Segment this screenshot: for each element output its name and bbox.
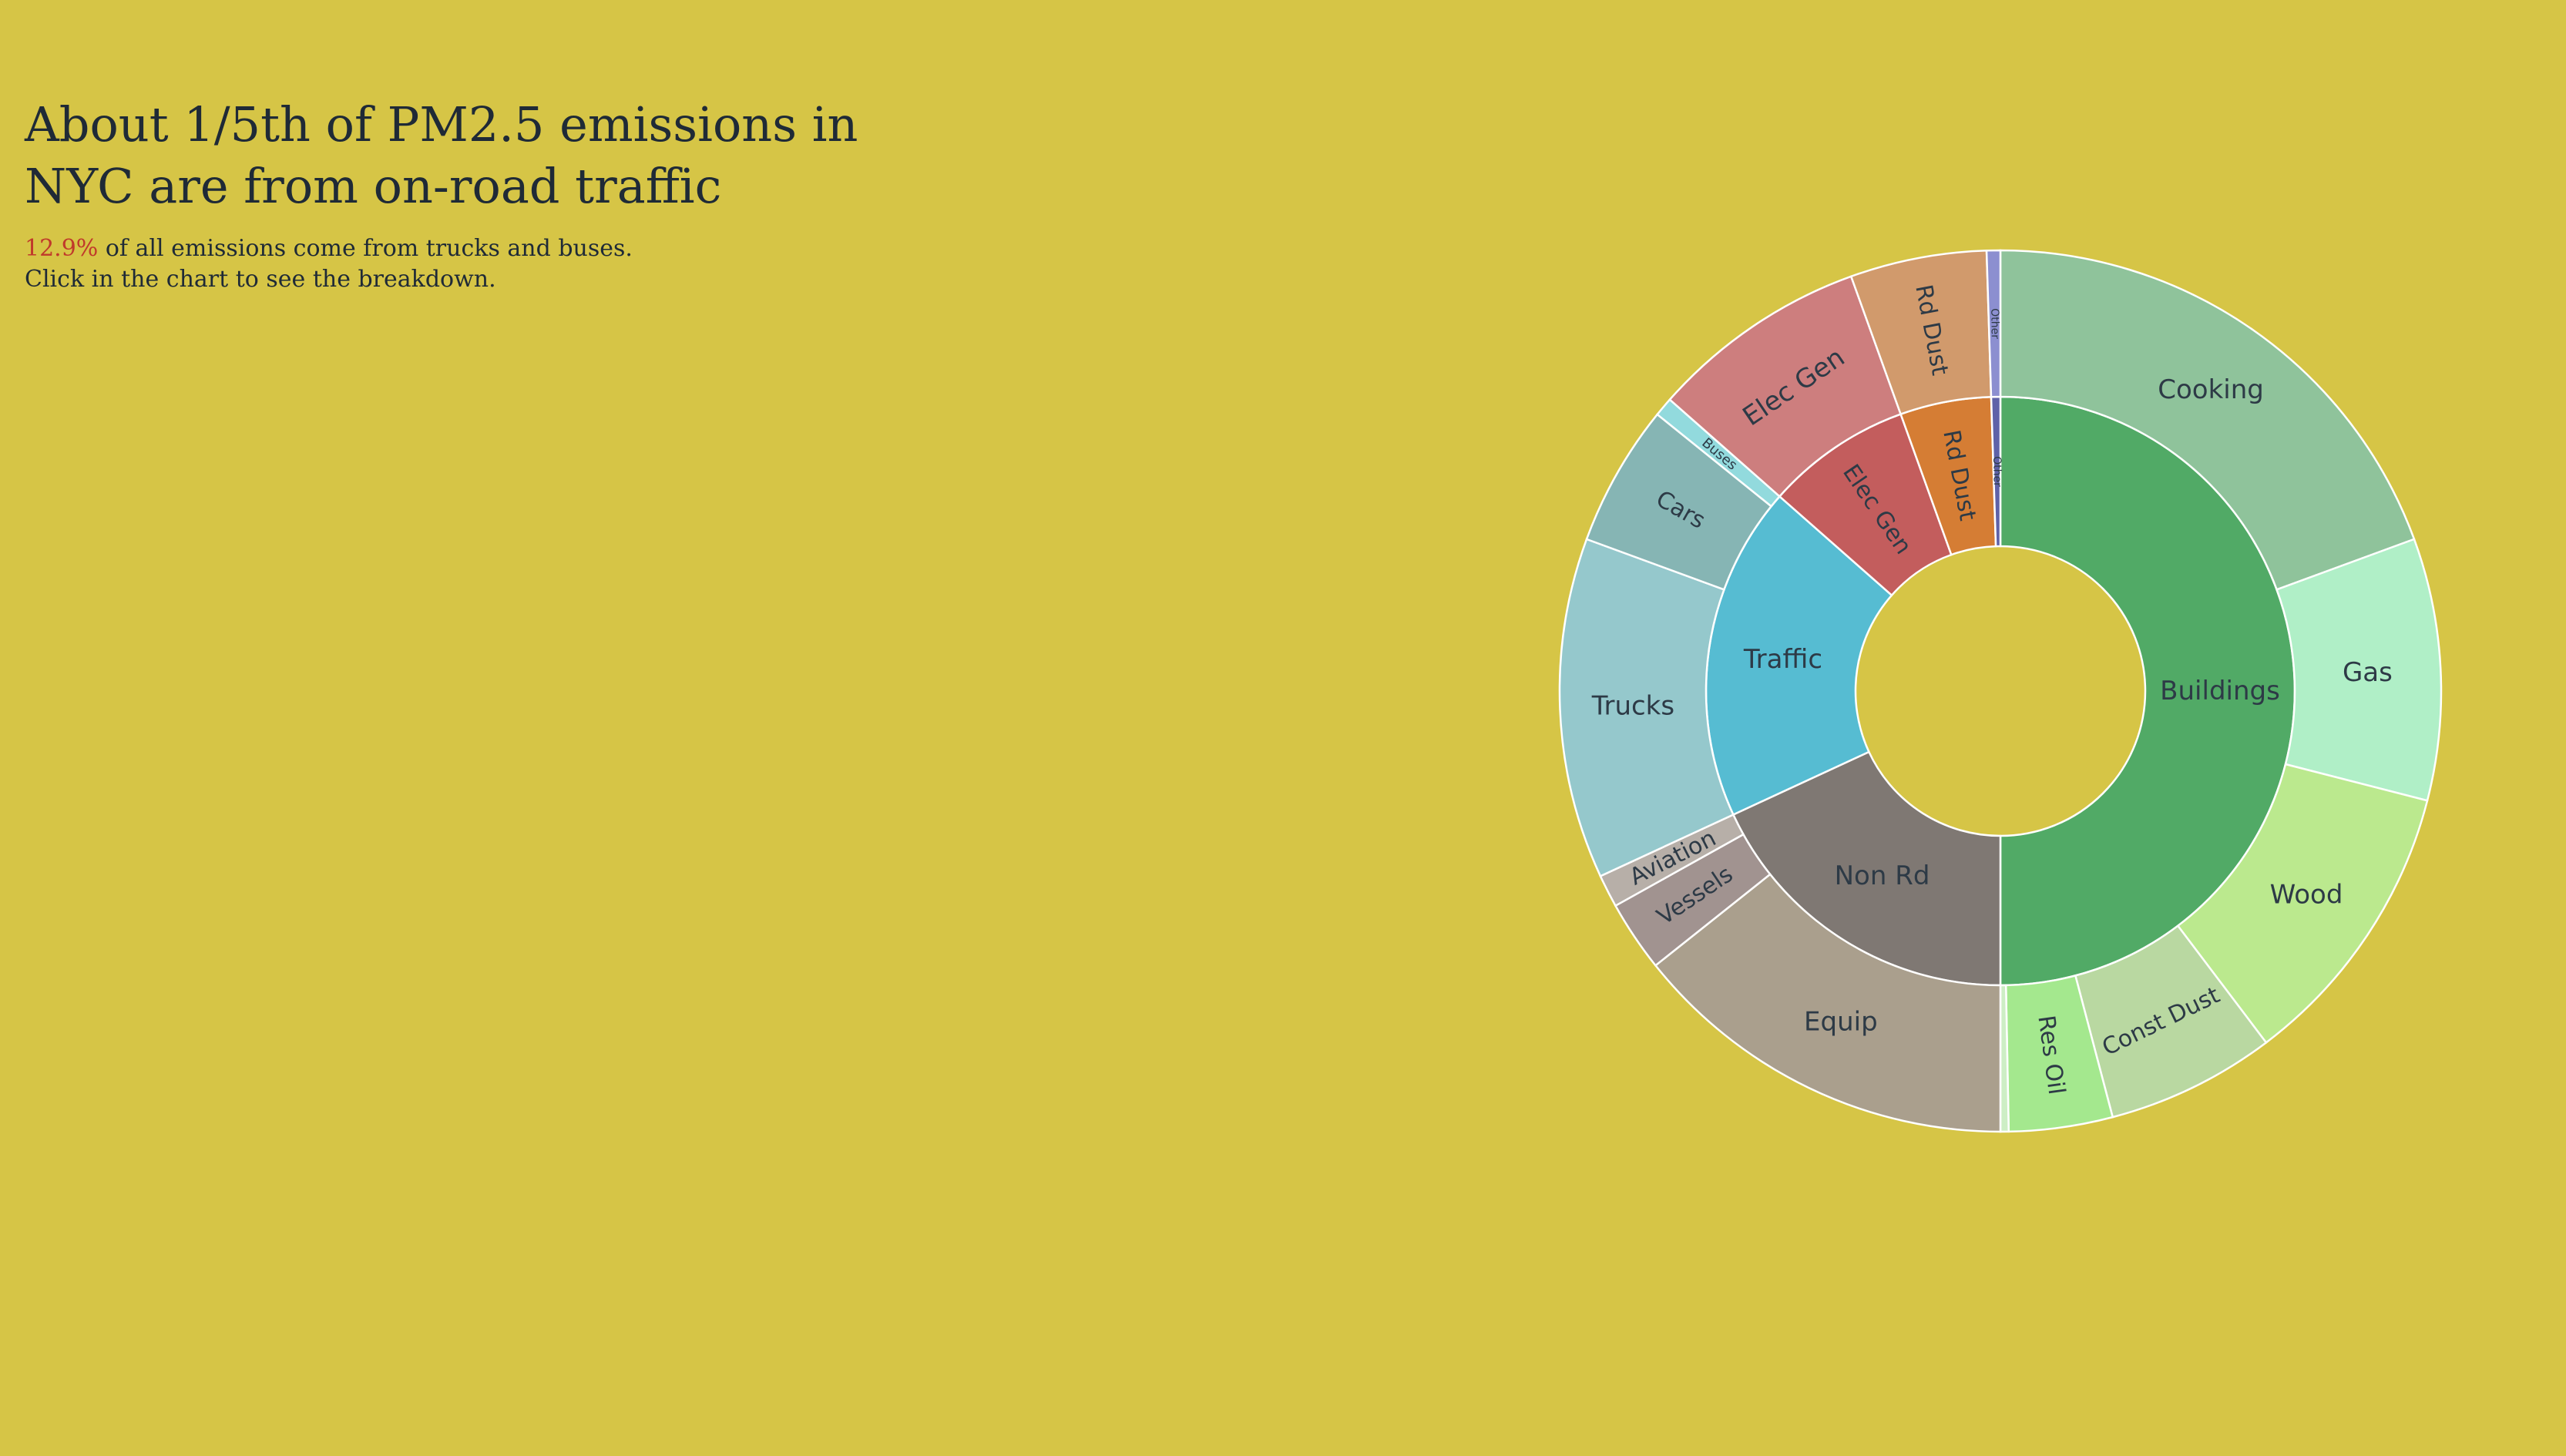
chart-title-line-1: About 1/5th of PM2.5 emissions in [25,96,858,153]
outer-segment-cooking[interactable] [1999,249,2416,591]
highlight-percentage: 12.9% [25,235,99,262]
sunburst-segments [1558,249,2443,1133]
subtitle-line-1: of all emissions come from trucks and bu… [98,235,633,262]
outer-segment-other[interactable] [1985,249,2002,398]
chart-title-line-2: NYC are from on-road traffic [25,158,722,214]
chart-subtitle: 12.9% of all emissions come from trucks … [25,233,949,295]
subtitle-line-2: Click in the chart to see the breakdown. [25,266,496,293]
outer-segment-trucks[interactable] [1558,538,1735,877]
chart-title: About 1/5th of PM2.5 emissions in NYC are… [25,94,911,217]
